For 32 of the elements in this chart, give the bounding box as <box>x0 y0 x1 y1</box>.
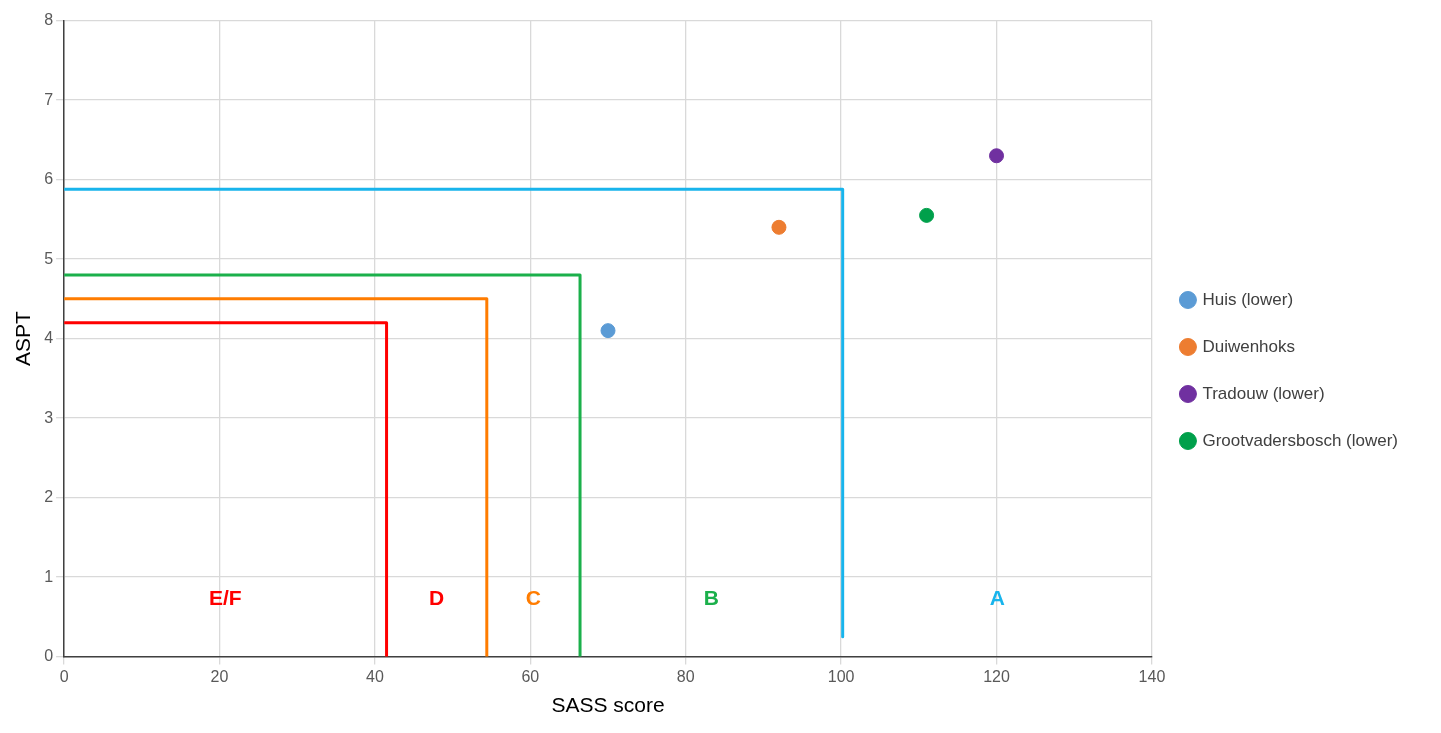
y-tick-label: 2 <box>44 488 54 506</box>
legend-label: Duiwenhoks <box>1202 336 1296 356</box>
annotation: C <box>525 586 541 610</box>
x-tick-label: 20 <box>210 667 229 685</box>
x-tick-label: 140 <box>1138 667 1166 685</box>
annotation: E/F <box>208 586 242 610</box>
y-tick-label: 8 <box>44 11 54 29</box>
x-tick-label: 60 <box>521 667 540 685</box>
y-tick-label: 0 <box>44 647 54 665</box>
point <box>919 207 935 223</box>
y-tick-label: 6 <box>44 170 54 188</box>
y-tick-label: 5 <box>44 249 54 267</box>
annotation: B <box>703 586 719 610</box>
y-tick-label: 3 <box>44 408 54 426</box>
x-tick-label: 40 <box>366 667 384 685</box>
point <box>989 148 1005 164</box>
annotation: A <box>989 586 1005 610</box>
x-tick-label: 0 <box>59 667 69 685</box>
y-axis-title: ASPT <box>11 311 35 367</box>
y-tick-label: 1 <box>44 567 54 585</box>
point <box>771 219 787 235</box>
x-tick-label: 100 <box>827 667 855 685</box>
annotation: D <box>429 586 445 610</box>
y-tick-label: 4 <box>44 329 54 347</box>
y-tick-label: 7 <box>44 90 54 108</box>
point <box>600 323 616 339</box>
legend-label: Grootvadersbosch (lower) <box>1202 430 1398 450</box>
x-tick-label: 80 <box>676 667 695 685</box>
legend-label: Tradouw (lower) <box>1202 383 1325 403</box>
legend-label: Huis (lower) <box>1202 289 1294 309</box>
x-tick-label: 120 <box>983 667 1010 685</box>
x-axis-title: SASS score <box>551 693 665 717</box>
